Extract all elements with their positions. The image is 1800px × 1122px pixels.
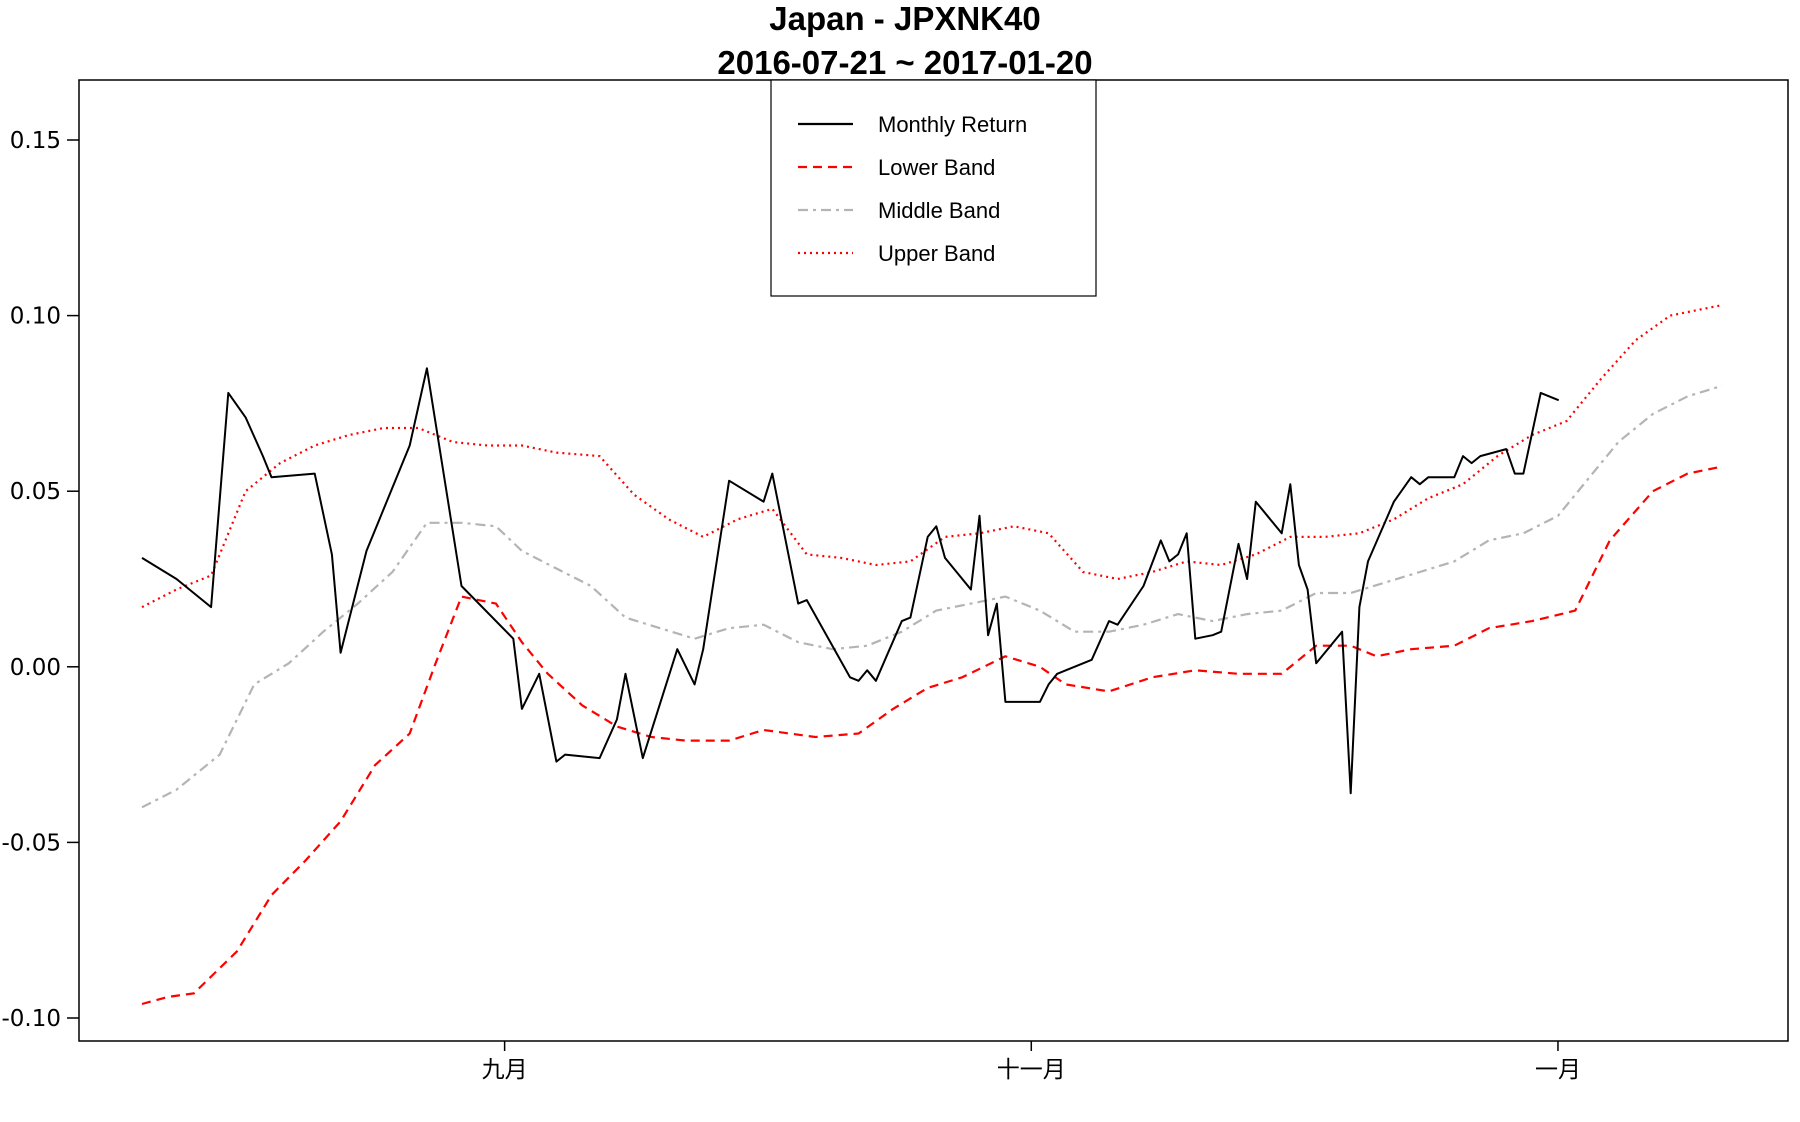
legend-label: Monthly Return: [878, 112, 1027, 137]
x-tick-label: 十一月: [997, 1057, 1066, 1083]
series-line-middle-band: [141, 384, 1723, 809]
series-line-monthly-return: [141, 367, 1559, 795]
series-line-lower-band: [141, 465, 1723, 1006]
y-tick-label: -0.10: [1, 1006, 61, 1032]
x-axis: 九月 十一月 一月: [482, 1041, 1581, 1083]
y-tick-label: 0.10: [10, 304, 61, 330]
x-tick-label: 一月: [1535, 1057, 1581, 1083]
y-tick-label: 0.15: [10, 128, 61, 154]
legend-label: Lower Band: [878, 155, 995, 180]
legend: Monthly Return Lower Band Middle Band Upper…: [770, 79, 1097, 297]
y-tick-label: 0.05: [10, 479, 61, 505]
chart-subtitle: 2016-07-21 ~ 2017-01-20: [717, 44, 1092, 81]
chart-title: Japan - JPXNK40: [769, 0, 1040, 37]
y-axis: -0.10 -0.05 0.00 0.05 0.10 0.15: [1, 128, 79, 1032]
y-tick-label: 0.00: [10, 655, 61, 681]
legend-box: [770, 79, 1097, 297]
series-layer: [141, 304, 1723, 1006]
y-tick-label: -0.05: [1, 830, 61, 856]
series-line-upper-band: [141, 304, 1723, 609]
legend-label: Middle Band: [878, 198, 1000, 223]
x-tick-label: 九月: [482, 1057, 528, 1083]
legend-label: Upper Band: [878, 241, 995, 266]
